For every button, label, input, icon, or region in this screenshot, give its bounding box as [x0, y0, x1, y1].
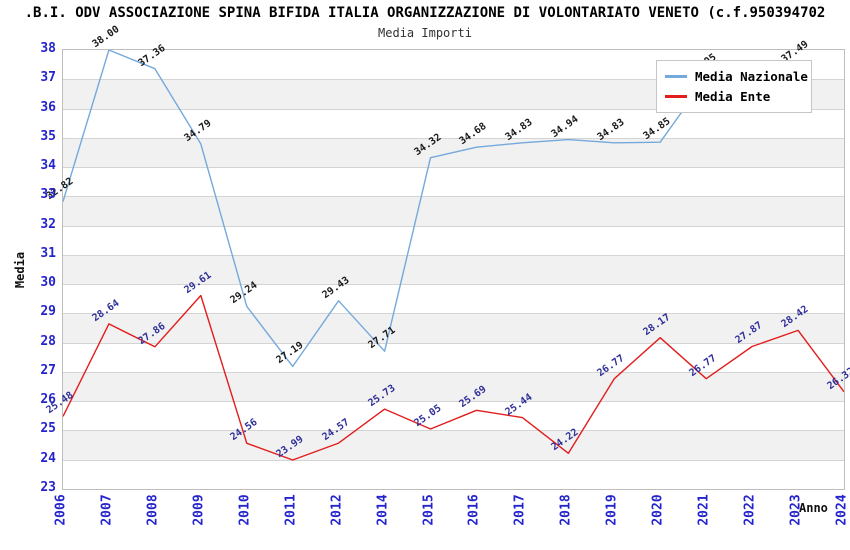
x-tick-label: 2014: [375, 494, 391, 526]
media-ente-swatch-icon: [665, 94, 687, 98]
y-tick-label: 23: [40, 480, 56, 495]
y-tick-label: 34: [40, 158, 56, 174]
y-axis-title: Media: [13, 251, 27, 289]
gridline: [63, 430, 844, 432]
y-tick-label: 24: [40, 450, 56, 466]
gridline: [63, 313, 844, 315]
x-tick-label: 2009: [191, 494, 207, 526]
gridline: [63, 196, 844, 198]
y-tick-label: 31: [40, 245, 56, 261]
media-nazionale-swatch-icon: [665, 74, 687, 78]
y-tick-label: 27: [40, 362, 56, 378]
y-tick-label: 36: [40, 99, 56, 115]
plot-area: [62, 49, 845, 490]
x-tick-label: 2012: [329, 494, 345, 526]
x-tick-label: 2015: [421, 494, 437, 526]
legend-label-media-nazionale: Media Nazionale: [695, 68, 808, 84]
gridline: [63, 342, 844, 344]
legend-item-media-nazionale: Media Nazionale: [665, 66, 808, 86]
y-tick-label: 30: [40, 275, 56, 291]
legend-item-media-ente: Media Ente: [665, 86, 803, 106]
y-tick-label: 33: [40, 187, 56, 203]
x-tick-label: 2020: [650, 494, 666, 526]
gridline: [63, 225, 844, 227]
media-ente-line: [63, 294, 844, 461]
background-band: [63, 430, 844, 460]
gridline: [63, 401, 844, 403]
x-tick-label: 2006: [53, 494, 69, 526]
x-axis-title: Anno: [799, 501, 828, 515]
chart-subtitle: Media Importi: [378, 26, 472, 40]
x-tick-label: 2019: [604, 494, 620, 526]
media-nazionale-line: [63, 50, 799, 368]
x-tick-label: 2008: [145, 494, 161, 526]
y-tick-label: 28: [40, 333, 56, 349]
y-tick-label: 38: [40, 41, 56, 56]
background-band: [63, 313, 844, 343]
gridline: [63, 137, 844, 139]
x-tick-label: 2016: [466, 494, 482, 526]
x-tick-label: 2021: [696, 494, 712, 526]
x-tick-label: 2017: [512, 494, 528, 526]
gridline: [63, 459, 844, 461]
gridline: [63, 254, 844, 256]
x-tick-label: 2022: [742, 494, 758, 526]
background-band: [63, 371, 844, 402]
gridline: [63, 284, 844, 286]
gridline: [63, 79, 844, 81]
x-tick-label: 2011: [283, 494, 299, 526]
x-tick-label: 2010: [237, 494, 253, 526]
background-band: [63, 196, 844, 226]
background-band: [63, 254, 844, 285]
y-tick-label: 25: [40, 421, 56, 437]
gridline: [63, 108, 844, 110]
y-tick-label: 26: [40, 392, 56, 408]
y-tick-label: 29: [40, 304, 56, 320]
gridline: [63, 371, 844, 373]
legend: Media Nazionale Media Ente: [656, 60, 812, 113]
legend-label-media-ente: Media Ente: [695, 88, 771, 104]
x-tick-label: 2018: [558, 494, 574, 526]
y-tick-label: 37: [40, 70, 56, 86]
series-lines: [63, 50, 844, 461]
x-tick-label: 2024: [834, 494, 850, 526]
y-tick-label: 32: [40, 216, 56, 232]
x-tick-label: 2007: [99, 494, 115, 526]
gridline: [63, 167, 844, 169]
y-tick-label: 35: [40, 128, 56, 144]
chart-title: .B.I. ODV ASSOCIAZIONE SPINA BIFIDA ITAL…: [24, 5, 826, 21]
